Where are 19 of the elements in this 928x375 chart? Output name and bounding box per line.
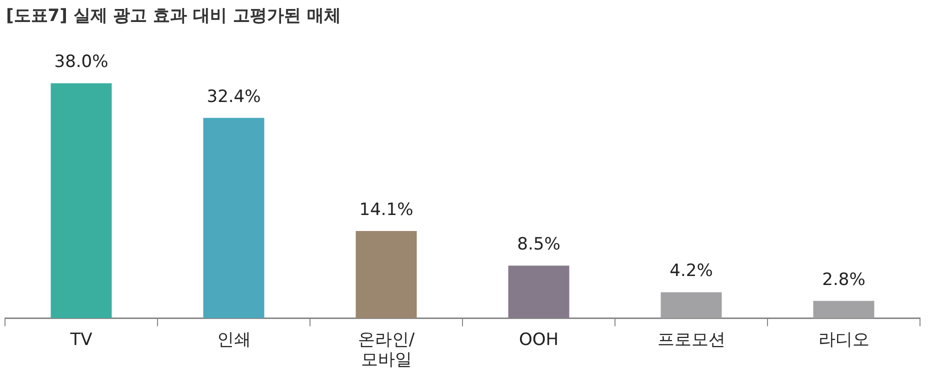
bar — [508, 266, 570, 318]
bar — [203, 118, 264, 318]
data-label: 32.4% — [206, 86, 261, 107]
x-tick-label: 라디오 — [818, 330, 870, 350]
chart-title: [도표7] 실제 광고 효과 대비 고평가된 매체 — [6, 5, 341, 27]
bar — [660, 292, 722, 318]
data-label: 8.5% — [517, 234, 560, 255]
bar — [356, 231, 417, 318]
bar — [50, 83, 112, 318]
bar — [813, 300, 874, 318]
x-tick-label: TV — [69, 330, 93, 350]
x-tick-label: 인쇄 — [216, 330, 251, 350]
data-label: 38.0% — [54, 52, 108, 72]
data-label: 14.1% — [359, 200, 414, 220]
x-tick-label: OOH — [518, 330, 559, 350]
data-label: 2.8% — [822, 270, 866, 290]
data-label: 4.2% — [670, 261, 713, 282]
x-tick-label: 프로모션 — [657, 330, 726, 350]
x-tick-label: 온라인/모바일 — [358, 330, 415, 370]
